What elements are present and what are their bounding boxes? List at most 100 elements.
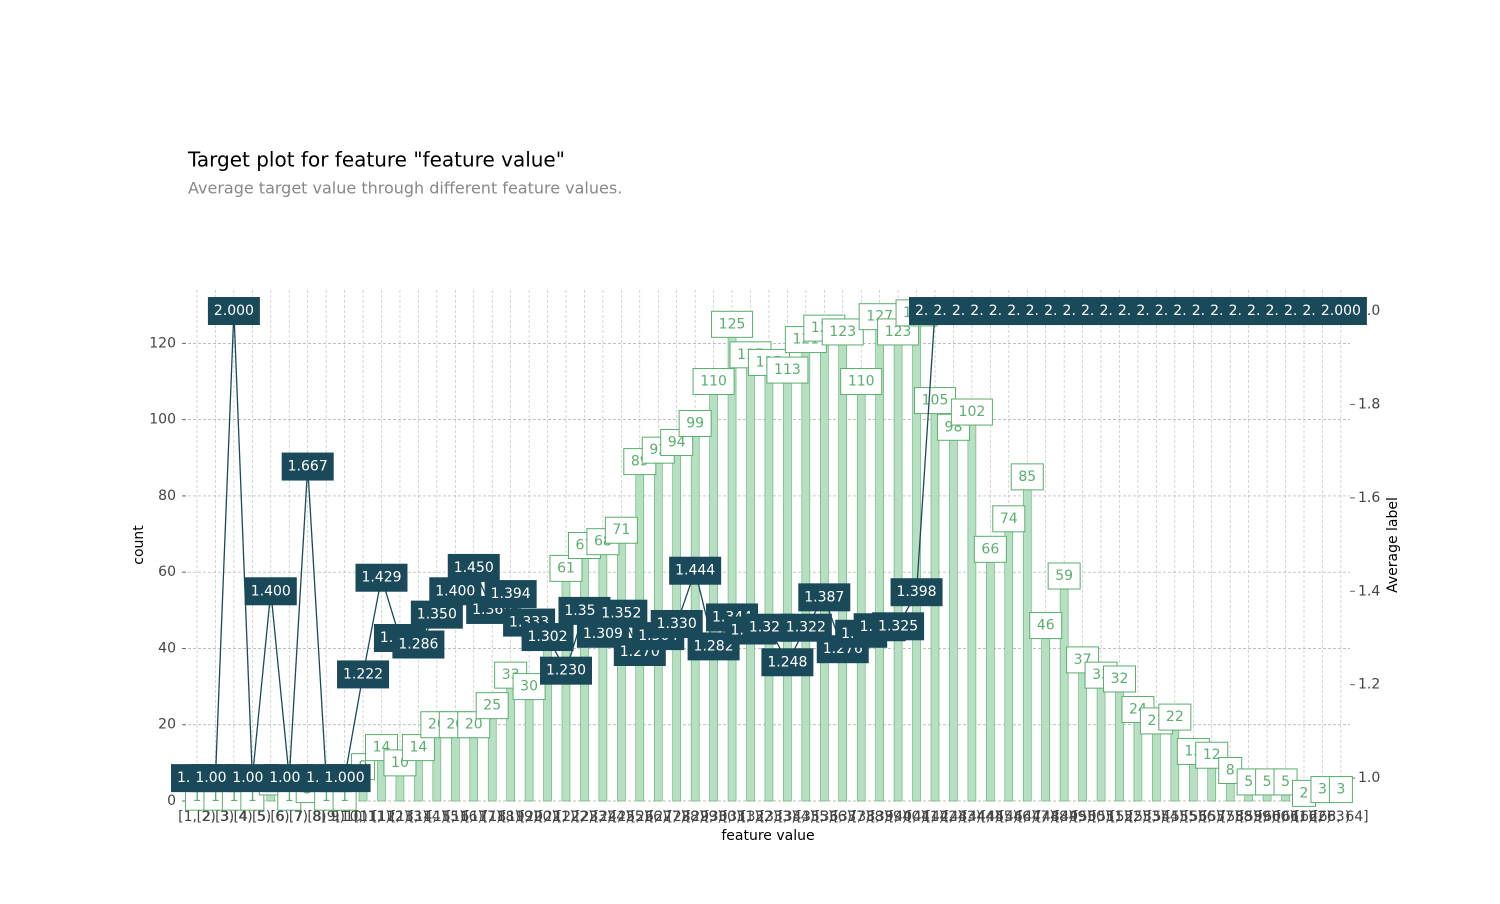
chart-title: Target plot for feature "feature value" (187, 148, 565, 172)
count-label: 123 (829, 324, 856, 340)
x-tick-label: [8, 9) (307, 809, 345, 825)
average-label-box (484, 580, 537, 609)
bar (819, 327, 829, 802)
count-label: 1 (248, 789, 257, 805)
average-label: 1.000 (269, 770, 309, 786)
count-label: 59 (1055, 568, 1073, 584)
y-tick-label: 40 (158, 640, 176, 656)
x-tick-label: [10, 11) (335, 809, 390, 825)
x-tick-label: [39, 40) (870, 809, 925, 825)
average-label: 1.000 (195, 770, 235, 786)
average-label: 1.230 (546, 663, 586, 679)
count-label: 32 (1111, 671, 1129, 687)
average-label: 1.282 (694, 638, 734, 654)
x-tick-label: [60, 61) (1258, 809, 1313, 825)
count-label: 30 (520, 679, 538, 695)
x-tick-label: [55, 56) (1166, 809, 1221, 825)
count-label: 1 (211, 789, 220, 805)
count-label-box (549, 554, 583, 582)
x-tick-label: [50, 51) (1073, 809, 1128, 825)
x-tick-label: [33, 34) (760, 809, 815, 825)
x-tick-label: [2, 3) (197, 809, 235, 825)
count-label-box (766, 356, 809, 384)
count-label: 110 (848, 374, 875, 390)
count-label: 74 (1000, 511, 1018, 527)
count-label: 5 (1263, 774, 1272, 790)
x-tick-label: [4, 5) (234, 809, 272, 825)
y2-tick-label: 1.6 (1358, 490, 1380, 506)
x-tick-label: [18, 19) (483, 809, 538, 825)
count-label-box (1047, 562, 1081, 590)
count-label: 94 (668, 435, 686, 451)
chart-subtitle: Average target value through different f… (188, 179, 622, 198)
average-label: 1.325 (878, 618, 918, 634)
bar (1096, 674, 1106, 802)
y2-axis-label: Average label (1385, 497, 1401, 593)
count-label: 14 (409, 740, 427, 756)
bar (524, 686, 534, 802)
average-label: 1.350 (417, 607, 457, 623)
bar (949, 426, 958, 802)
bar (709, 381, 718, 802)
bar (1041, 625, 1050, 802)
x-tick-label: [12, 13) (372, 809, 427, 825)
x-tick-label: [38, 39) (852, 809, 907, 825)
average-label-box (872, 612, 925, 641)
average-label: 1.387 (804, 589, 844, 605)
bar (1059, 575, 1069, 802)
x-tick-label: [61, 62) (1276, 809, 1331, 825)
x-tick-label: [11, 12) (354, 809, 409, 825)
x-tick-label: [48, 49) (1036, 809, 1091, 825)
bar (764, 362, 774, 802)
count-label: 105 (922, 393, 949, 409)
x-tick-label: [24, 25) (594, 809, 649, 825)
x-tick-label: [14, 15) (409, 809, 464, 825)
average-label-box (447, 553, 500, 582)
count-label: 110 (700, 374, 727, 390)
y2-tick-label: 1.4 (1358, 583, 1380, 599)
y-tick-label: 20 (158, 717, 176, 733)
average-label-box (281, 452, 334, 481)
x-tick-label: [32, 33) (741, 809, 796, 825)
x-tick-label: [20, 21) (520, 809, 575, 825)
average-label-box (244, 577, 297, 606)
count-label: 1 (322, 789, 331, 805)
count-label-box (914, 387, 956, 415)
average-label-box (761, 648, 814, 677)
x-tick-label: [5, 6) (252, 809, 290, 825)
bar (838, 331, 848, 802)
bar (986, 549, 995, 802)
count-label: 102 (959, 404, 986, 420)
x-tick-label: [22, 23) (557, 809, 612, 825)
x-tick-label: [13, 14) (391, 809, 446, 825)
average-label-box (669, 556, 722, 585)
count-label: 5 (1244, 774, 1253, 790)
bar (598, 541, 608, 802)
x-tick-label: [42, 43) (926, 809, 981, 825)
x-tick-label: [40, 41) (889, 809, 944, 825)
x-tick-label: [46, 47) (1000, 809, 1055, 825)
count-label-box (475, 692, 509, 720)
y-tick-label: 0 (167, 793, 176, 809)
average-label: 1.444 (675, 563, 715, 579)
average-label: 1.248 (767, 654, 807, 670)
count-label-box (692, 368, 735, 396)
y-tick-label: 120 (149, 335, 176, 351)
average-label: 1.429 (361, 570, 401, 586)
bar (783, 369, 792, 802)
average-label: 1.000 (325, 770, 365, 786)
average-label-box (355, 563, 408, 592)
average-label: 1.322 (749, 620, 789, 636)
average-label-box (798, 583, 851, 612)
count-label: 99 (686, 415, 704, 431)
average-label-box (890, 578, 943, 607)
count-label: 61 (557, 560, 575, 576)
bar (746, 354, 755, 802)
count-label: 113 (774, 362, 801, 378)
x-tick-label: [45, 46) (981, 809, 1036, 825)
average-label-box (318, 764, 371, 793)
count-label: 66 (981, 541, 999, 557)
count-label: 71 (612, 522, 630, 538)
average-label: 1.400 (251, 583, 291, 599)
x-tick-label: [52, 53) (1110, 809, 1165, 825)
